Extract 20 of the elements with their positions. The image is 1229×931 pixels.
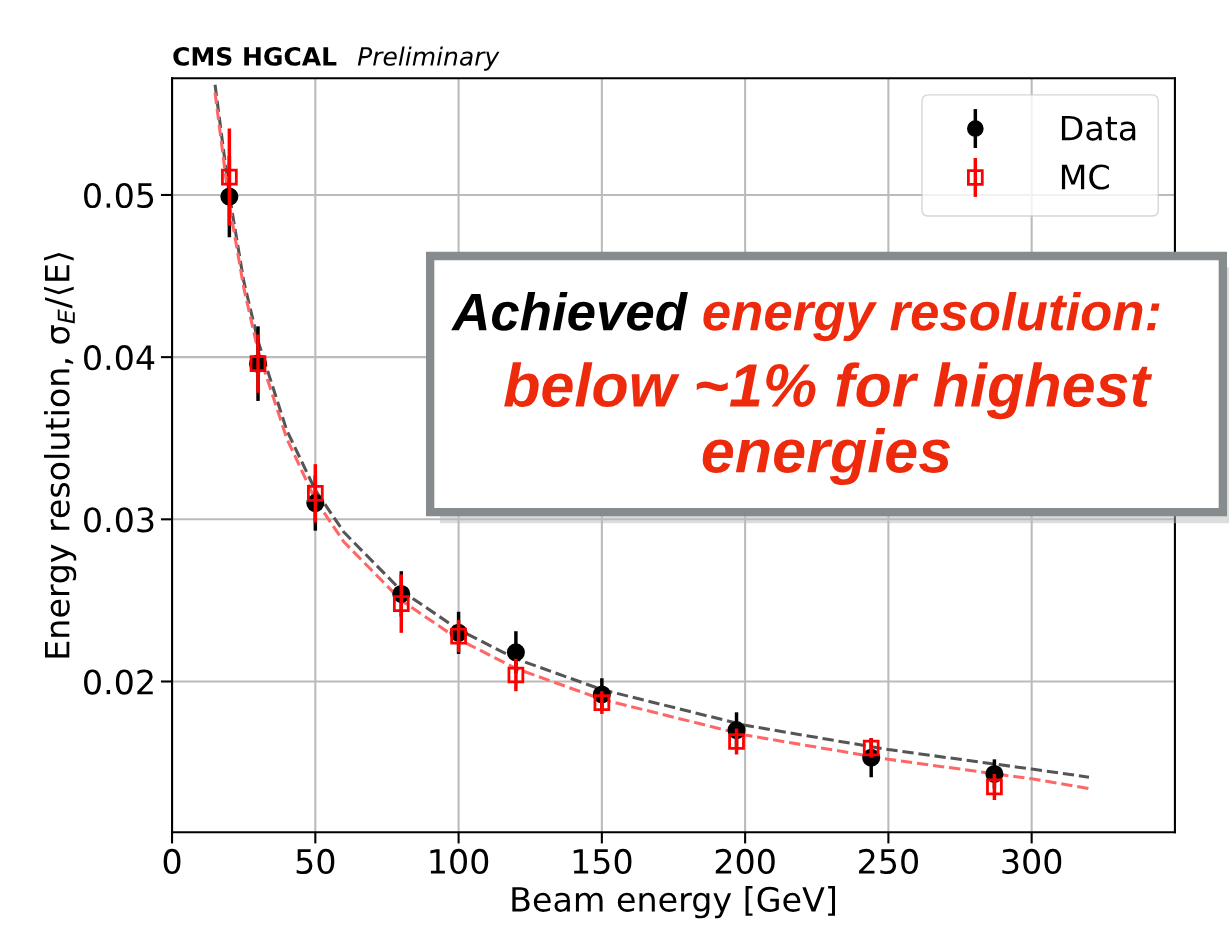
y-axis-title: Energy resolution, σ$_{E}$/⟨E⟩: [43, 253, 77, 658]
y-tick-label: 0.03: [84, 507, 154, 533]
chart-title: CMS HGCAL: [173, 46, 337, 66]
annotation: energy resolution:: [703, 291, 1160, 342]
chart-subtitle: Preliminary: [357, 46, 500, 71]
x-tick-label: 250: [859, 848, 918, 875]
x-axis-title: Beam energy [GeV]: [512, 886, 836, 919]
x-tick-label: 200: [715, 848, 775, 875]
x-tick-label: 150: [573, 848, 632, 875]
x-tick-label: 0: [163, 848, 181, 875]
x-tick-label: 50: [296, 848, 335, 875]
legend-label: MC: [1061, 164, 1109, 190]
y-tick-label: 0.04: [84, 345, 155, 371]
y-tick-label: 0.05: [84, 182, 154, 209]
x-tick-label: 300: [1002, 848, 1062, 875]
y-tick-label: 0.02: [84, 669, 153, 695]
x-tick-label: 100: [430, 848, 489, 875]
annotation: Achieved: [451, 291, 688, 331]
annotation: below ~1% for highest energies: [504, 362, 1153, 485]
legend-label: Data: [1061, 115, 1136, 141]
